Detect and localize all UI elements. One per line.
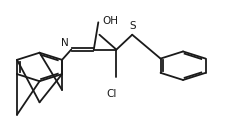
Text: S: S bbox=[128, 21, 135, 31]
Text: Cl: Cl bbox=[106, 89, 117, 99]
Text: OH: OH bbox=[102, 16, 118, 26]
Text: N: N bbox=[61, 38, 69, 48]
